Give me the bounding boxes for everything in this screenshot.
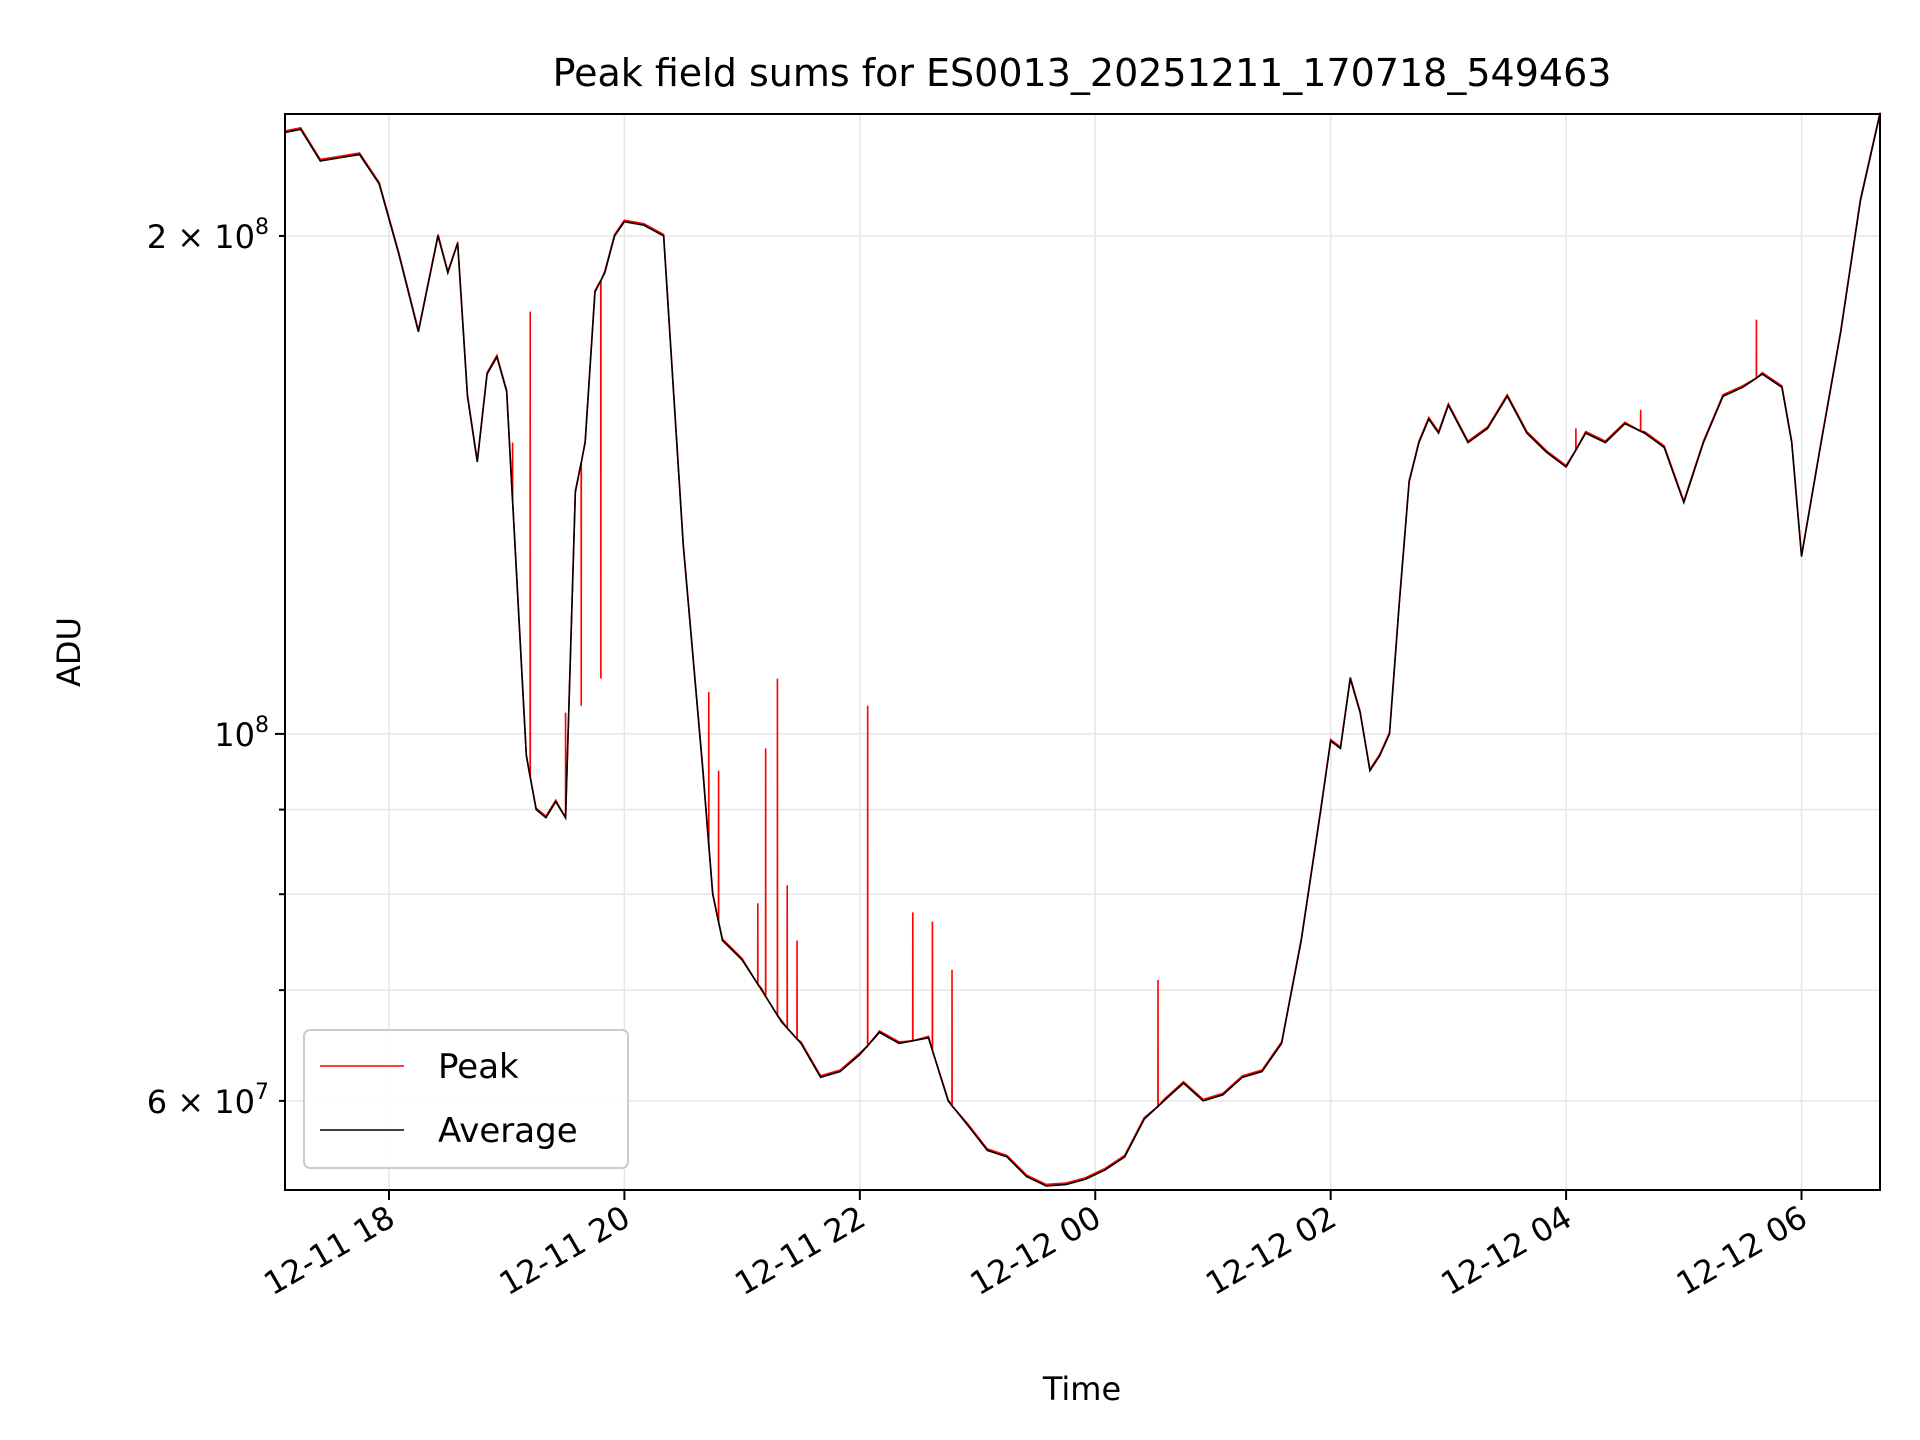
x-axis-label: Time: [1042, 1370, 1121, 1408]
legend: Peak Average: [303, 1029, 629, 1169]
legend-peak-label: Peak: [438, 1047, 519, 1087]
series-average-line: [284, 113, 1881, 1187]
y-axis-label: ADU: [50, 617, 88, 687]
y-tick-label: 2 × 108: [147, 215, 269, 256]
plot-area: [284, 112, 1881, 1187]
y-tick-label: 6 × 107: [147, 1080, 269, 1121]
axes-frame: [284, 113, 1881, 1191]
chart-title: Peak field sums for ES0013_20251211_1707…: [553, 51, 1612, 95]
legend-box: [303, 1029, 629, 1169]
series-peak-line: [284, 112, 1881, 1186]
legend-average-label: Average: [438, 1111, 578, 1151]
